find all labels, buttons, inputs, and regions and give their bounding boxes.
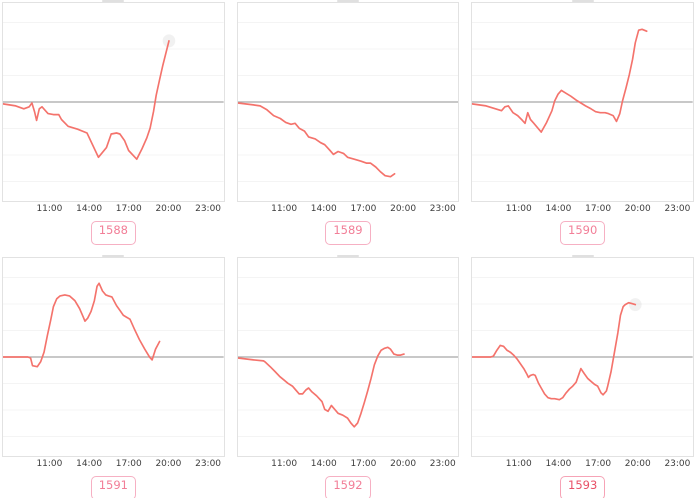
badge-row: 1592 [237,476,460,498]
price-line [472,28,648,133]
chart-cell-1591: 11:00 14:00 17:00 20:00 23:00 1591 [2,255,225,498]
price-line [472,301,637,401]
chart-id-badge[interactable]: 1589 [325,221,371,245]
chart-plot-1593[interactable] [471,257,694,457]
chart-plot-1591[interactable] [2,257,225,457]
clipped-title-fragment [2,0,225,2]
chart-plot-1590[interactable] [471,2,694,202]
sparkline-svg [472,22,693,182]
sparkline-svg [237,277,459,437]
clipped-title-smudge [102,0,125,2]
x-tick-label: 14:00 [76,459,103,469]
x-tick-label: 20:00 [155,204,182,214]
badge-row: 1593 [471,476,694,498]
x-tick-label: 14:00 [76,204,103,214]
clipped-title-smudge [571,255,594,257]
x-tick-label: 23:00 [195,204,222,214]
clipped-title-fragment [471,0,694,2]
x-axis: 11:00 14:00 17:00 20:00 23:00 [237,203,460,217]
x-tick-label: 17:00 [350,459,377,469]
x-tick-label: 17:00 [585,459,612,469]
chart-id-badge[interactable]: 1588 [90,221,136,245]
chart-plot-1589[interactable] [236,2,460,202]
badge-row: 1591 [2,476,225,498]
x-tick-label: 23:00 [195,459,222,469]
sparkline-svg [237,22,459,182]
x-tick-label: 11:00 [505,204,532,214]
chart-plot-1588[interactable] [2,2,225,202]
price-line [237,102,396,178]
x-tick-label: 14:00 [545,459,572,469]
x-tick-label: 20:00 [624,459,651,469]
chart-id-badge[interactable]: 1593 [560,476,606,498]
x-tick-label: 17:00 [115,459,142,469]
chart-cell-1592: 11:00 14:00 17:00 20:00 23:00 1592 [236,255,460,498]
x-tick-label: 11:00 [36,204,63,214]
price-line [3,282,161,368]
sparkline-svg [472,277,693,437]
sparkline-svg [3,277,224,437]
x-tick-label: 11:00 [271,459,298,469]
x-tick-label: 20:00 [390,459,417,469]
x-tick-label: 14:00 [310,459,337,469]
chart-plot-1592[interactable] [236,257,460,457]
x-axis: 11:00 14:00 17:00 20:00 23:00 [237,458,460,472]
x-tick-label: 23:00 [664,204,691,214]
clipped-title-fragment [2,255,225,257]
price-line [3,40,170,161]
chart-cell-1589: 11:00 14:00 17:00 20:00 23:00 1589 [236,0,460,245]
x-tick-label: 14:00 [310,204,337,214]
clipped-title-fragment [237,0,460,2]
x-tick-label: 17:00 [115,204,142,214]
x-axis: 11:00 14:00 17:00 20:00 23:00 [2,458,225,472]
chart-id-badge[interactable]: 1590 [560,221,606,245]
chart-id-badge[interactable]: 1592 [325,476,371,498]
clipped-title-smudge [336,0,359,2]
badge-row: 1590 [471,221,694,245]
chart-cell-1588: 11:00 14:00 17:00 20:00 23:00 1588 [2,0,225,245]
x-tick-label: 23:00 [429,204,456,214]
x-tick-label: 11:00 [505,459,532,469]
sparkline-svg [3,22,224,182]
clipped-title-smudge [571,0,594,2]
chart-cell-1593: 11:00 14:00 17:00 20:00 23:00 1593 [471,255,694,498]
x-tick-label: 11:00 [271,204,298,214]
x-tick-label: 17:00 [350,204,377,214]
clipped-title-fragment [237,255,460,257]
x-tick-label: 23:00 [429,459,456,469]
chart-cell-1590: 11:00 14:00 17:00 20:00 23:00 1590 [471,0,694,245]
x-tick-label: 20:00 [624,204,651,214]
badge-row: 1589 [237,221,460,245]
x-tick-label: 11:00 [36,459,63,469]
clipped-title-fragment [471,255,694,257]
clipped-title-smudge [102,255,125,257]
x-tick-label: 20:00 [155,459,182,469]
x-tick-label: 17:00 [585,204,612,214]
x-tick-label: 23:00 [664,459,691,469]
x-axis: 11:00 14:00 17:00 20:00 23:00 [2,203,225,217]
x-axis: 11:00 14:00 17:00 20:00 23:00 [471,458,694,472]
badge-row: 1588 [2,221,225,245]
x-axis: 11:00 14:00 17:00 20:00 23:00 [471,203,694,217]
chart-id-badge[interactable]: 1591 [90,476,136,498]
x-tick-label: 14:00 [545,204,572,214]
x-tick-label: 20:00 [390,204,417,214]
price-line [237,346,405,428]
clipped-title-smudge [336,255,359,257]
